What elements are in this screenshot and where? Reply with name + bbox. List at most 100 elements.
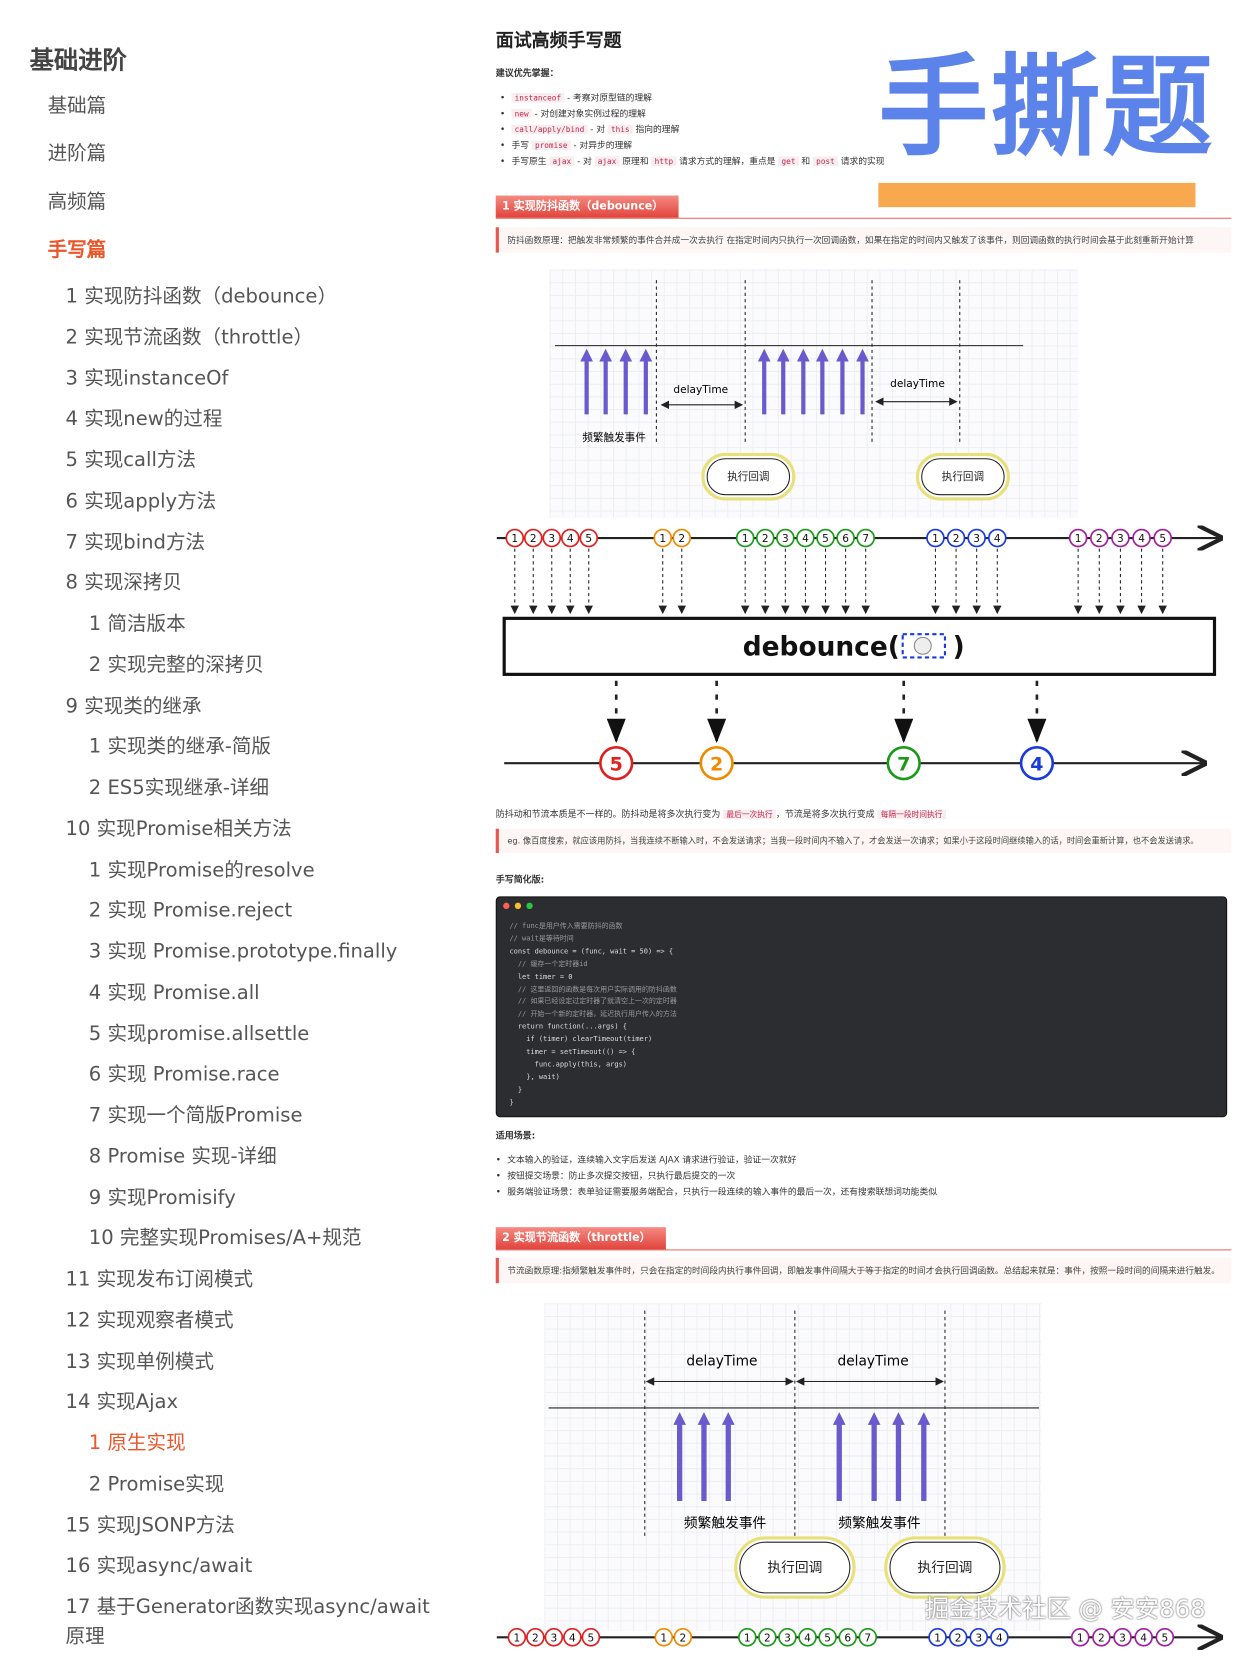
input-marble	[928, 1627, 947, 1647]
sidebar-item[interactable]: 原理	[65, 1625, 105, 1648]
sidebar-item[interactable]: 7 实现bind方法	[65, 531, 206, 554]
input-marble	[1155, 1627, 1175, 1647]
sidebar-item[interactable]: 手写篇	[47, 238, 107, 262]
sidebar-item[interactable]: 4 实现new的过程	[65, 408, 223, 431]
sidebar-item[interactable]: 2 实现 Promise.reject	[88, 899, 293, 922]
sidebar-item[interactable]: 2 实现完整的深拷贝	[88, 654, 264, 677]
input-marble-label: 2	[953, 533, 960, 545]
input-marble	[654, 1627, 674, 1647]
sidebar-item[interactable]: 16 实现async/await	[65, 1555, 253, 1578]
input-marble	[926, 528, 945, 548]
input-marble-label: 5	[1161, 1633, 1168, 1645]
input-marble	[563, 1627, 582, 1647]
input-marble-label: 4	[994, 533, 1001, 545]
sidebar-item[interactable]: 1 实现类的继承-简版	[88, 735, 271, 759]
input-marble	[526, 1627, 545, 1647]
sidebar-item[interactable]: 12 实现观察者模式	[65, 1309, 234, 1332]
sidebar-item[interactable]: 6 实现apply方法	[65, 490, 217, 513]
event-arrow-head	[721, 1412, 735, 1425]
priority-item: instanceof - 考察对原型链的理解	[500, 91, 652, 104]
input-marble-label: 6	[842, 533, 849, 545]
events-label: 频繁触发事件	[684, 1515, 767, 1531]
sidebar-item[interactable]: 2 实现节流函数（throttle）	[65, 326, 314, 349]
input-marble	[1111, 528, 1130, 548]
sidebar-item[interactable]: 17 基于Generator函数实现async/await	[65, 1596, 430, 1619]
sidebar-item[interactable]: 基础篇	[47, 95, 107, 118]
input-marble	[987, 528, 1007, 548]
event-arrow-head	[856, 348, 869, 362]
event-arrow-head	[697, 1412, 711, 1425]
sidebar-item[interactable]: 8 Promise 实现-详细	[88, 1145, 277, 1168]
sidebar-item[interactable]: 9 实现Promisify	[88, 1186, 236, 1209]
output-drop-arrow	[1027, 718, 1047, 744]
input-marble	[542, 528, 562, 548]
input-marble-label: 5	[585, 533, 592, 545]
input-marble-label: 5	[824, 1633, 831, 1645]
input-marble	[1153, 528, 1173, 548]
sidebar-item[interactable]: 5 实现call方法	[65, 449, 197, 472]
input-marble	[858, 1627, 878, 1647]
input-marble-label: 5	[822, 533, 829, 545]
sidebar-item[interactable]: 进阶篇	[47, 142, 107, 165]
sidebar-item[interactable]: 2 Promise实现	[88, 1473, 225, 1496]
callback-label: 执行回调	[767, 1560, 822, 1576]
sidebar-item[interactable]: 8 实现深拷贝	[65, 572, 182, 595]
sidebar-nav: 基础进阶 基础篇进阶篇高频篇手写篇 1 实现防抖函数（debounce） 2 实现节…	[0, 0, 486, 1659]
output-drop-arrow	[606, 718, 626, 744]
input-marble	[579, 528, 599, 548]
input-marble-label: 2	[530, 533, 537, 545]
operator-label: debounce(	[743, 631, 900, 662]
code-line: // 开始一个新的定时器，延迟执行用户传入的方法	[509, 1009, 677, 1019]
sidebar-item[interactable]: 1 实现防抖函数（debounce）	[65, 285, 338, 308]
input-marble	[1092, 1627, 1111, 1647]
output-drop-arrow	[894, 718, 914, 744]
sidebar-item[interactable]: 9 实现类的继承	[65, 694, 202, 718]
priority-item: new - 对创建对象实例过程的理解	[500, 107, 646, 120]
clock-icon-frame	[901, 633, 947, 659]
sidebar-item[interactable]: 10 实现Promise相关方法	[65, 817, 292, 841]
sidebar-item[interactable]: 3 实现instanceOf	[65, 367, 229, 390]
sidebar-item[interactable]: 7 实现一个简版Promise	[88, 1104, 303, 1127]
sidebar-item[interactable]: 6 实现 Promise.race	[88, 1063, 280, 1086]
input-marble-label: 3	[1119, 1633, 1126, 1645]
sidebar-item[interactable]: 高频篇	[47, 191, 107, 214]
input-marble	[1132, 528, 1151, 548]
input-marble-label: 1	[660, 1633, 667, 1645]
hero-underline	[878, 182, 1196, 208]
sidebar-item[interactable]: 14 实现Ajax	[65, 1391, 179, 1414]
operator-label-end: )	[953, 631, 965, 662]
clock-icon	[913, 636, 932, 655]
input-marble-label: 4	[569, 1633, 576, 1645]
sidebar-item[interactable]: 1 简洁版本	[88, 613, 186, 636]
sidebar-item[interactable]: 11 实现发布订阅模式	[65, 1268, 254, 1291]
sidebar-item[interactable]: 10 完整实现Promises/A+规范	[88, 1227, 362, 1250]
sidebar-item[interactable]: 4 实现 Promise.all	[88, 981, 260, 1004]
input-marble-label: 1	[1075, 533, 1082, 545]
input-marble	[1134, 1627, 1153, 1647]
event-arrow-head	[757, 348, 771, 362]
code-label: 手写简化版:	[495, 875, 545, 886]
input-marble-label: 1	[744, 1633, 751, 1645]
event-arrow-head	[832, 1412, 846, 1425]
sidebar-item[interactable]: 1 原生实现	[88, 1432, 186, 1455]
input-marble	[816, 528, 835, 548]
output-marble-label: 5	[610, 754, 623, 776]
window-close-dot	[503, 902, 510, 910]
code-line: func.apply(this, args)	[509, 1060, 627, 1069]
sidebar-item[interactable]: 3 实现 Promise.prototype.finally	[88, 940, 398, 963]
sidebar-item[interactable]: 5 实现promise.allsettle	[88, 1022, 310, 1045]
sidebar-item[interactable]: 2 ES5实现继承-详细	[88, 776, 270, 800]
sidebar-item[interactable]: 13 实现单例模式	[65, 1350, 214, 1373]
output-drop-arrow	[707, 718, 727, 744]
sidebar-item[interactable]: 15 实现JSONP方法	[65, 1514, 235, 1537]
sidebar-title: 基础进阶	[29, 47, 127, 76]
output-marble	[599, 745, 634, 781]
input-marble-label: 1	[511, 533, 518, 545]
input-marble	[818, 1627, 837, 1647]
input-marble	[798, 1627, 817, 1647]
input-marble-label: 2	[1098, 1633, 1105, 1645]
window-minimize-dot	[514, 902, 522, 910]
sidebar-item[interactable]: 1 实现Promise的resolve	[88, 858, 315, 882]
input-marble	[1089, 528, 1109, 548]
scenes-label: 适用场景:	[495, 1130, 536, 1142]
